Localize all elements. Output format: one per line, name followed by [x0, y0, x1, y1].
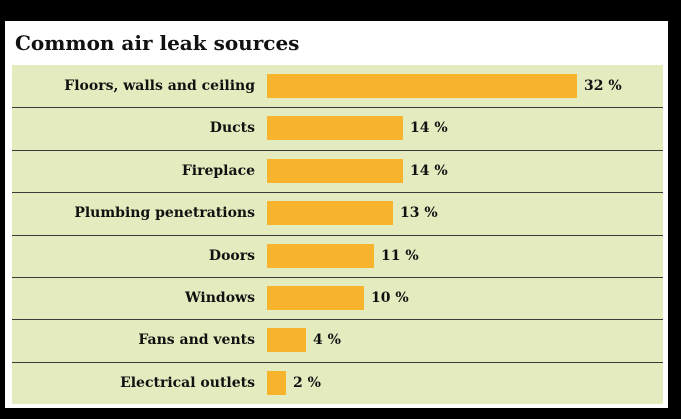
bar-row: Fireplace 14 %	[12, 150, 663, 192]
category-label: Floors, walls and ceiling	[64, 78, 255, 94]
row-divider	[12, 277, 663, 278]
value-label: 13 %	[400, 205, 438, 221]
category-label: Ducts	[209, 120, 255, 136]
value-label: 11 %	[381, 248, 419, 264]
category-label: Plumbing penetrations	[74, 205, 255, 221]
bar	[267, 159, 403, 183]
bar-row: Fans and vents 4 %	[12, 319, 663, 361]
bar	[267, 328, 306, 352]
row-divider	[12, 319, 663, 320]
category-label: Windows	[184, 290, 255, 306]
bar-row: Windows 10 %	[12, 277, 663, 319]
category-label: Electrical outlets	[120, 375, 255, 391]
category-label: Fireplace	[181, 163, 255, 179]
chart-plot-area: Floors, walls and ceiling 32 % Ducts 14 % Fi…	[12, 65, 663, 404]
bar-row: Plumbing penetrations 13 %	[12, 192, 663, 234]
chart-title: Common air leak sources	[15, 31, 300, 55]
bar	[267, 286, 364, 310]
bar	[267, 371, 286, 395]
bar-row: Doors 11 %	[12, 235, 663, 277]
category-label: Doors	[208, 248, 255, 264]
bar	[267, 201, 393, 225]
row-divider	[12, 362, 663, 363]
value-label: 4 %	[313, 332, 341, 348]
value-label: 14 %	[410, 163, 448, 179]
bar	[267, 116, 403, 140]
row-divider	[12, 235, 663, 236]
chart-panel: Common air leak sources Floors, walls an…	[3, 19, 670, 410]
value-label: 10 %	[371, 290, 409, 306]
category-label: Fans and vents	[138, 332, 255, 348]
row-divider	[12, 150, 663, 151]
bar	[267, 244, 374, 268]
value-label: 32 %	[584, 78, 622, 94]
bar-row: Ducts 14 %	[12, 107, 663, 149]
row-divider	[12, 192, 663, 193]
bar-row: Electrical outlets 2 %	[12, 362, 663, 404]
bar	[267, 74, 577, 98]
row-divider	[12, 107, 663, 108]
bar-row: Floors, walls and ceiling 32 %	[12, 65, 663, 107]
value-label: 14 %	[410, 120, 448, 136]
value-label: 2 %	[293, 375, 321, 391]
